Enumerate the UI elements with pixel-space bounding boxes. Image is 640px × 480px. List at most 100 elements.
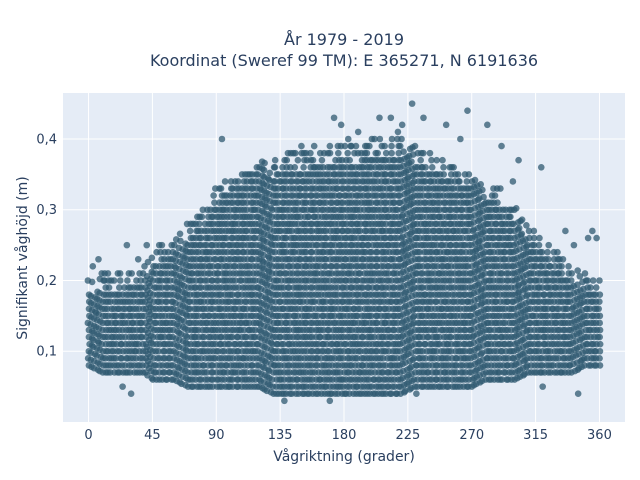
scatter-point	[177, 237, 184, 245]
x-tick-label: 360	[587, 428, 612, 443]
scatter-point	[477, 180, 485, 188]
scatter-point	[536, 234, 543, 242]
scatter-point	[565, 263, 572, 270]
x-tick-label: 270	[459, 428, 484, 443]
x-tick-label: 180	[332, 428, 357, 443]
scatter-point	[408, 158, 415, 165]
scatter-point	[456, 178, 463, 185]
y-tick-label: 0,3	[36, 203, 57, 218]
scatter-point	[197, 234, 205, 242]
scatter-point	[596, 362, 604, 369]
scatter-point	[376, 135, 384, 143]
scatter-point	[119, 383, 126, 390]
scatter-point	[186, 305, 194, 313]
scatter-point	[149, 277, 157, 284]
scatter-point	[176, 230, 184, 238]
scatter-point	[285, 312, 293, 320]
scatter-point	[417, 156, 424, 164]
scatter-point	[593, 234, 600, 242]
scatter-point	[589, 277, 597, 284]
scatter-point	[294, 156, 302, 164]
scatter-point	[363, 149, 371, 157]
scatter-point	[344, 135, 352, 143]
y-tick-label: 0,2	[36, 274, 57, 289]
scatter-point	[595, 305, 603, 313]
scatter-point	[509, 178, 517, 185]
scatter-point	[326, 149, 334, 157]
scatter-point	[512, 205, 520, 212]
scatter-point	[229, 291, 236, 298]
scatter-point	[479, 186, 486, 194]
scatter-point	[128, 270, 136, 277]
scatter-point	[388, 149, 395, 157]
scatter-point	[442, 121, 450, 129]
scatter-point	[116, 284, 123, 291]
scatter-point	[134, 255, 142, 263]
x-tick-label: 315	[523, 428, 548, 443]
scatter-point	[163, 298, 171, 306]
scatter-point	[95, 255, 102, 263]
scatter-point	[326, 397, 334, 405]
scatter-point	[268, 376, 276, 383]
scatter-point	[271, 163, 279, 171]
scatter-point	[124, 277, 131, 284]
scatter-point	[217, 185, 225, 192]
scatter-point	[326, 142, 334, 150]
scatter-point	[305, 213, 313, 221]
scatter-point	[454, 171, 462, 178]
scatter-point	[271, 178, 279, 185]
scatter-point	[518, 230, 526, 238]
scatter-point	[308, 227, 316, 235]
scatter-point	[515, 156, 522, 164]
scatter-point	[574, 267, 581, 274]
scatter-point	[330, 114, 338, 122]
scatter-point	[341, 142, 349, 150]
scatter-point	[243, 227, 251, 235]
scatter-point	[376, 114, 383, 122]
scatter-point	[110, 277, 118, 284]
scatter-point	[544, 248, 551, 256]
scatter-point	[112, 312, 120, 320]
scatter-point	[400, 148, 407, 156]
scatter-point	[311, 298, 318, 306]
scatter-point	[408, 100, 416, 107]
scatter-point	[112, 355, 120, 362]
scatter-point	[523, 222, 530, 229]
scatter-point	[388, 142, 395, 150]
scatter-point	[294, 312, 302, 320]
scatter-point	[567, 277, 575, 284]
scatter-point	[271, 156, 279, 164]
scatter-point	[144, 258, 152, 266]
scatter-point	[596, 333, 603, 341]
scatter-point	[589, 227, 596, 235]
scatter-point	[298, 142, 305, 150]
scatter-point	[596, 277, 603, 284]
y-tick-label: 0,4	[36, 132, 57, 147]
scatter-point	[584, 277, 591, 284]
scatter-point	[344, 149, 351, 157]
scatter-point	[381, 142, 388, 150]
scatter-series	[84, 100, 604, 405]
scatter-point	[310, 142, 318, 150]
scatter-point	[387, 114, 395, 122]
y-axis-label: Signifikant våghöjd (m)	[14, 176, 31, 339]
y-axis-ticks: 0,10,20,30,4	[36, 132, 57, 359]
scatter-point	[229, 333, 236, 341]
scatter-point	[200, 333, 208, 341]
scatter-point	[420, 114, 427, 122]
x-tick-label: 135	[268, 428, 293, 443]
scatter-point	[352, 142, 360, 150]
scatter-point	[280, 340, 287, 348]
scatter-point	[218, 135, 226, 143]
scatter-point	[596, 347, 604, 355]
x-tick-label: 0	[84, 428, 92, 443]
scatter-point	[554, 248, 561, 256]
scatter-point	[558, 263, 565, 270]
scatter-point	[530, 227, 538, 235]
scatter-point	[426, 149, 434, 157]
scatter-point	[394, 128, 402, 136]
scatter-point	[596, 340, 604, 348]
scatter-point	[300, 163, 307, 171]
scatter-point	[302, 248, 310, 256]
x-tick-label: 90	[208, 428, 225, 443]
